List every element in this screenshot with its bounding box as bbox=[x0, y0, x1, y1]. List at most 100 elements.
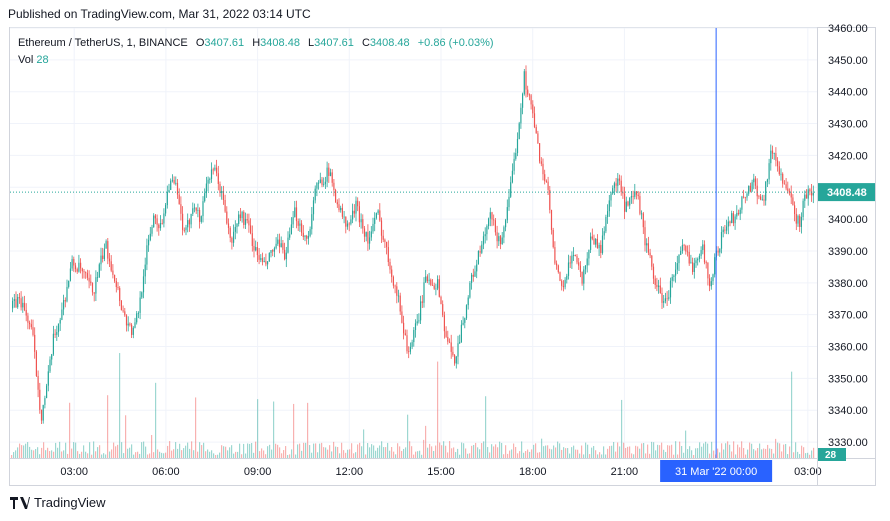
volume-bar bbox=[575, 449, 577, 458]
volume-bar bbox=[421, 454, 423, 458]
candle-body bbox=[615, 183, 617, 186]
volume-bar bbox=[687, 449, 689, 458]
candle-body bbox=[675, 269, 677, 276]
candle-body bbox=[714, 257, 716, 275]
tradingview-brand[interactable]: TradingView bbox=[10, 495, 106, 510]
candle-body bbox=[516, 139, 519, 154]
candle-body bbox=[346, 223, 349, 227]
volume-bar bbox=[239, 443, 241, 458]
candle-body bbox=[766, 179, 768, 182]
candle-body bbox=[571, 255, 573, 264]
volume-bar bbox=[511, 449, 513, 458]
volume-bar bbox=[497, 447, 499, 458]
y-tick-label: 3460.00 bbox=[828, 23, 868, 35]
candle-body bbox=[488, 218, 490, 227]
volume-bar bbox=[213, 453, 215, 458]
candle-body bbox=[209, 178, 211, 180]
candle-body bbox=[29, 322, 31, 325]
volume-label[interactable]: Vol bbox=[18, 54, 34, 66]
candle-body bbox=[64, 300, 66, 302]
candle-body bbox=[333, 182, 335, 191]
volume-bar bbox=[787, 454, 789, 458]
candle-body bbox=[180, 204, 182, 214]
volume-bar bbox=[499, 441, 501, 458]
symbol-name[interactable]: Ethereum / TetherUS, 1, BINANCE bbox=[18, 37, 188, 49]
candle-body bbox=[448, 341, 451, 343]
volume-bar bbox=[79, 453, 81, 458]
y-tick-label: 3380.00 bbox=[828, 278, 868, 290]
candle-body bbox=[530, 95, 532, 105]
candle-body bbox=[584, 265, 587, 270]
volume-bar bbox=[429, 443, 431, 458]
volume-bar bbox=[215, 454, 217, 458]
volume-bar bbox=[805, 453, 807, 458]
volume-bar bbox=[457, 448, 459, 458]
candle-body bbox=[54, 333, 56, 335]
volume-bar bbox=[599, 452, 601, 458]
candle-body bbox=[811, 191, 813, 196]
candle-body bbox=[146, 245, 148, 265]
candle-body bbox=[663, 301, 665, 303]
volume-bar bbox=[365, 454, 367, 458]
volume-bar bbox=[567, 448, 569, 458]
volume-bar bbox=[783, 444, 785, 458]
volume-bar bbox=[729, 444, 731, 458]
volume-bar bbox=[517, 453, 519, 458]
open-value: 3407.61 bbox=[204, 37, 245, 49]
candle-body bbox=[80, 262, 82, 269]
candle-body bbox=[13, 299, 15, 301]
volume-bar bbox=[807, 452, 809, 458]
volume-bar bbox=[463, 443, 465, 458]
candle-body bbox=[42, 404, 44, 421]
y-tick-label: 3370.00 bbox=[828, 310, 868, 322]
volume-bar bbox=[441, 445, 443, 458]
candle-body bbox=[760, 196, 762, 200]
volume-bar bbox=[141, 442, 143, 458]
volume-bar bbox=[643, 442, 645, 458]
volume-bar bbox=[593, 446, 595, 458]
candle-body bbox=[114, 274, 116, 282]
candle-body bbox=[25, 309, 27, 316]
volume-bar bbox=[765, 448, 767, 458]
volume-bar bbox=[609, 446, 611, 458]
volume-bar bbox=[649, 453, 651, 458]
candle-body bbox=[76, 269, 78, 272]
volume-bar bbox=[191, 441, 193, 458]
candle-body bbox=[268, 253, 270, 262]
candle-body bbox=[231, 237, 233, 243]
volume-bar bbox=[559, 443, 561, 458]
candle-body bbox=[581, 271, 583, 284]
candle-body bbox=[540, 161, 542, 164]
volume-bar bbox=[477, 447, 479, 458]
candle-body bbox=[807, 189, 809, 199]
candle-body bbox=[690, 262, 692, 264]
candle-body bbox=[110, 261, 112, 271]
volume-bar bbox=[381, 441, 383, 458]
candle-body bbox=[666, 298, 668, 300]
candle-body bbox=[197, 210, 199, 211]
candle-body bbox=[153, 215, 155, 228]
volume-bar bbox=[739, 447, 741, 458]
candle-body bbox=[227, 223, 230, 228]
volume-bar bbox=[85, 451, 87, 458]
volume-bar bbox=[733, 441, 735, 458]
volume-bar bbox=[669, 445, 671, 458]
candle-body bbox=[23, 302, 26, 310]
volume-bar bbox=[21, 445, 23, 458]
candle-body bbox=[785, 184, 787, 189]
candle-body bbox=[74, 265, 77, 270]
candle-body bbox=[753, 178, 755, 183]
volume-bar bbox=[757, 448, 759, 458]
volume-bar bbox=[779, 443, 781, 458]
volume-bar bbox=[159, 451, 161, 458]
candle-body bbox=[545, 181, 547, 182]
volume-bar bbox=[291, 449, 293, 458]
volume-bar bbox=[753, 449, 755, 458]
candle-body bbox=[710, 281, 712, 287]
candle-body bbox=[22, 302, 24, 308]
candle-body bbox=[561, 280, 563, 286]
candle-body bbox=[73, 259, 75, 266]
volume-bar bbox=[69, 402, 71, 458]
candle-body bbox=[144, 264, 146, 277]
